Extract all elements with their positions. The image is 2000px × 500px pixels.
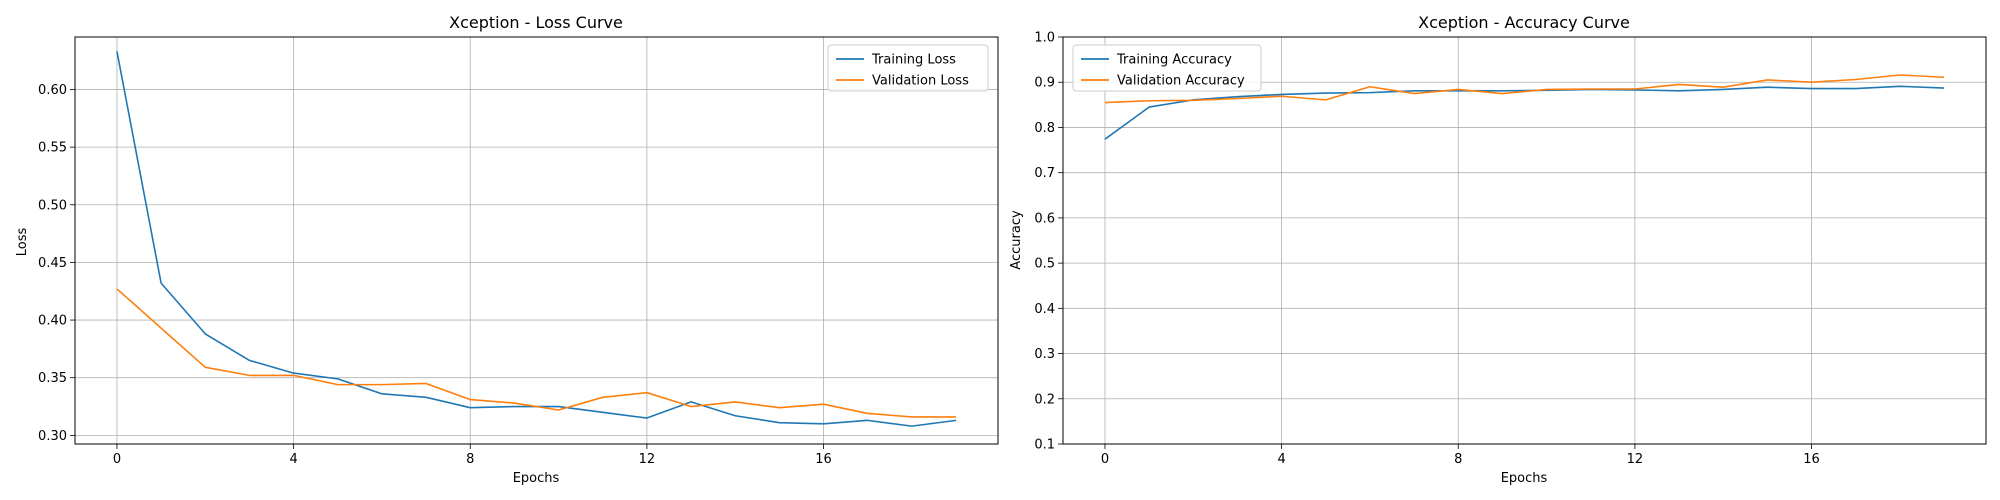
accuracy-axes-frame	[1062, 36, 1987, 445]
loss-legend-label-0: Training Loss	[871, 53, 956, 68]
loss-chart-ylabel: Loss	[15, 228, 30, 257]
loss-xtick-label-3: 12	[639, 452, 656, 467]
accuracy-ytick-label-0: 0.1	[1034, 438, 1055, 453]
loss-ytick-label-4: 0.50	[38, 198, 67, 213]
accuracy-series-line-0	[1104, 85, 1945, 140]
loss-ytick-label-5: 0.55	[38, 141, 67, 156]
loss-legend-box	[827, 44, 989, 92]
loss-ytick-label-1: 0.35	[38, 371, 67, 386]
loss-chart-xlabel: Epochs	[513, 471, 560, 486]
accuracy-ytick-label-6: 0.7	[1034, 166, 1055, 181]
accuracy-xtick-label-3: 12	[1627, 452, 1644, 467]
accuracy-ytick-label-5: 0.6	[1034, 211, 1055, 226]
accuracy-chart-xlabel: Epochs	[1501, 471, 1548, 486]
loss-xtick-label-0: 0	[113, 452, 121, 467]
loss-ytick-label-0: 0.30	[38, 429, 67, 444]
loss-chart: Xception - Loss Curve Epochs Loss 0 4 8 12 1…	[15, 13, 999, 486]
accuracy-ytick-label-9: 1.0	[1034, 31, 1055, 46]
accuracy-chart-ylabel: Accuracy	[1009, 210, 1024, 270]
loss-xtick-label-4: 16	[815, 452, 832, 467]
loss-series-line-1	[116, 288, 957, 418]
loss-ytick-label-2: 0.40	[38, 314, 67, 329]
accuracy-legend-label-1: Validation Accuracy	[1117, 74, 1245, 89]
accuracy-ytick-label-3: 0.4	[1034, 302, 1055, 317]
accuracy-xtick-label-0: 0	[1101, 452, 1109, 467]
accuracy-ytick-label-2: 0.3	[1034, 347, 1055, 362]
loss-axes-frame	[74, 36, 999, 445]
accuracy-chart: Xception - Accuracy Curve Epochs Accurac…	[1009, 13, 1987, 486]
accuracy-legend-label-0: Training Accuracy	[1116, 53, 1232, 68]
accuracy-xtick-label-1: 4	[1277, 452, 1285, 467]
accuracy-ytick-label-4: 0.5	[1034, 257, 1055, 272]
accuracy-legend-box	[1072, 44, 1262, 92]
loss-legend: Training Loss Validation Loss	[827, 44, 989, 92]
accuracy-series-line-1	[1104, 74, 1945, 104]
accuracy-chart-title: Xception - Accuracy Curve	[1418, 13, 1630, 32]
loss-xtick-label-1: 4	[289, 452, 297, 467]
accuracy-ytick-label-8: 0.9	[1034, 76, 1055, 91]
loss-ytick-label-3: 0.45	[38, 256, 67, 271]
loss-ytick-label-6: 0.60	[38, 83, 67, 98]
accuracy-xtick-label-4: 16	[1803, 452, 1820, 467]
accuracy-ytick-label-1: 0.2	[1034, 392, 1055, 407]
accuracy-legend: Training Accuracy Validation Accuracy	[1072, 44, 1262, 92]
loss-chart-title: Xception - Loss Curve	[449, 13, 623, 32]
accuracy-xtick-label-2: 8	[1454, 452, 1462, 467]
loss-xtick-label-2: 8	[466, 452, 474, 467]
accuracy-ytick-label-7: 0.8	[1034, 121, 1055, 136]
loss-legend-label-1: Validation Loss	[872, 74, 969, 89]
